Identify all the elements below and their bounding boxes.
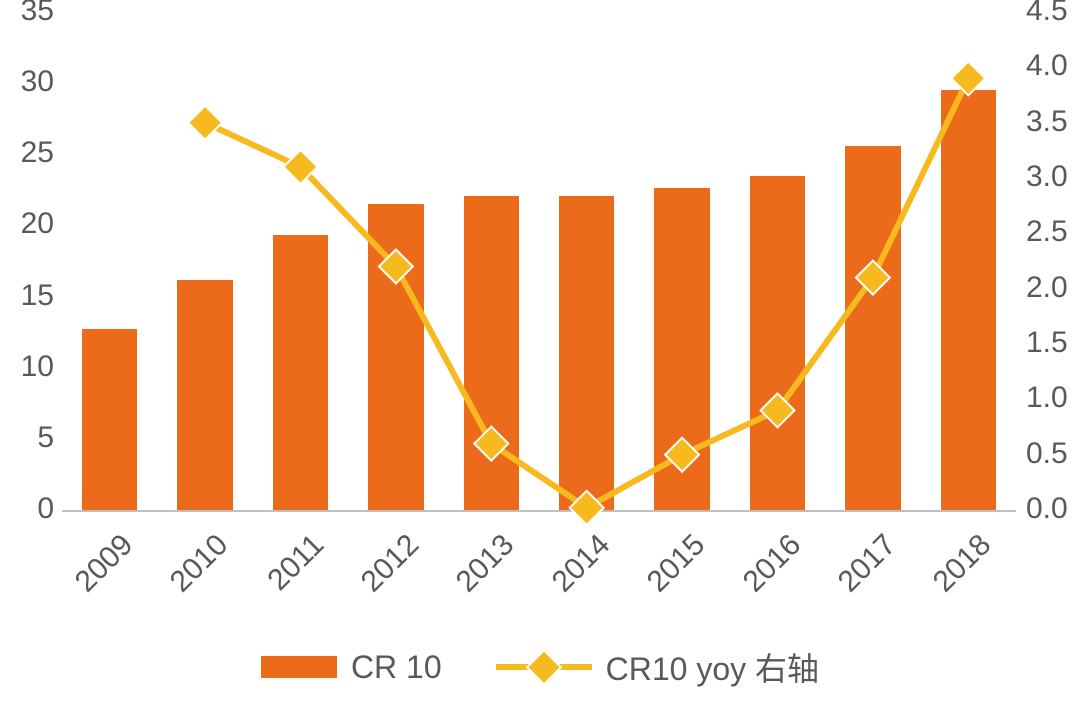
y-right-tick-label: 2.0 <box>1026 271 1068 305</box>
line-marker-diamond <box>284 150 318 184</box>
bar <box>941 90 996 510</box>
legend: CR 10 CR10 yoy 右轴 <box>0 644 1080 690</box>
y-left-tick-label: 5 <box>37 421 54 455</box>
y-right-tick-label: 0.5 <box>1026 437 1068 471</box>
bar <box>750 176 805 510</box>
y-right-tick-label: 0.0 <box>1026 492 1068 526</box>
bar <box>273 235 328 510</box>
chart-container: 0 5 10 15 20 25 30 35 0.0 0.5 1.0 1.5 2.0 2.5 3.0 3.5 4… <box>0 0 1080 711</box>
plot-area <box>62 12 1016 510</box>
legend-swatch-line <box>496 656 592 678</box>
bar <box>177 280 232 511</box>
y-right-tick-label: 1.0 <box>1026 381 1068 415</box>
legend-item-bars: CR 10 <box>261 649 442 686</box>
legend-item-line: CR10 yoy 右轴 <box>496 644 819 690</box>
legend-diamond-icon <box>526 649 562 685</box>
y-left-tick-label: 0 <box>37 492 54 526</box>
y-left-tick-label: 25 <box>21 136 54 170</box>
bar <box>82 329 137 510</box>
x-axis-baseline <box>62 510 1016 512</box>
bar <box>464 196 519 510</box>
bar <box>368 204 423 510</box>
legend-swatch-bar <box>261 656 337 678</box>
y-right-tick-label: 4.0 <box>1026 49 1068 83</box>
y-left-tick-label: 20 <box>21 207 54 241</box>
bar <box>654 188 709 510</box>
legend-label-bars: CR 10 <box>351 649 442 686</box>
bar <box>559 196 614 510</box>
legend-label-line: CR10 yoy 右轴 <box>606 644 819 690</box>
y-left-tick-label: 10 <box>21 350 54 384</box>
bar <box>845 146 900 510</box>
y-left-tick-label: 30 <box>21 65 54 99</box>
line-marker-diamond <box>188 106 222 140</box>
y-right-tick-label: 3.0 <box>1026 160 1068 194</box>
y-right-tick-label: 3.5 <box>1026 105 1068 139</box>
y-right-tick-label: 2.5 <box>1026 215 1068 249</box>
y-right-tick-label: 1.5 <box>1026 326 1068 360</box>
y-left-tick-label: 15 <box>21 279 54 313</box>
y-left-tick-label: 35 <box>21 0 54 28</box>
y-right-tick-label: 4.5 <box>1026 0 1068 28</box>
